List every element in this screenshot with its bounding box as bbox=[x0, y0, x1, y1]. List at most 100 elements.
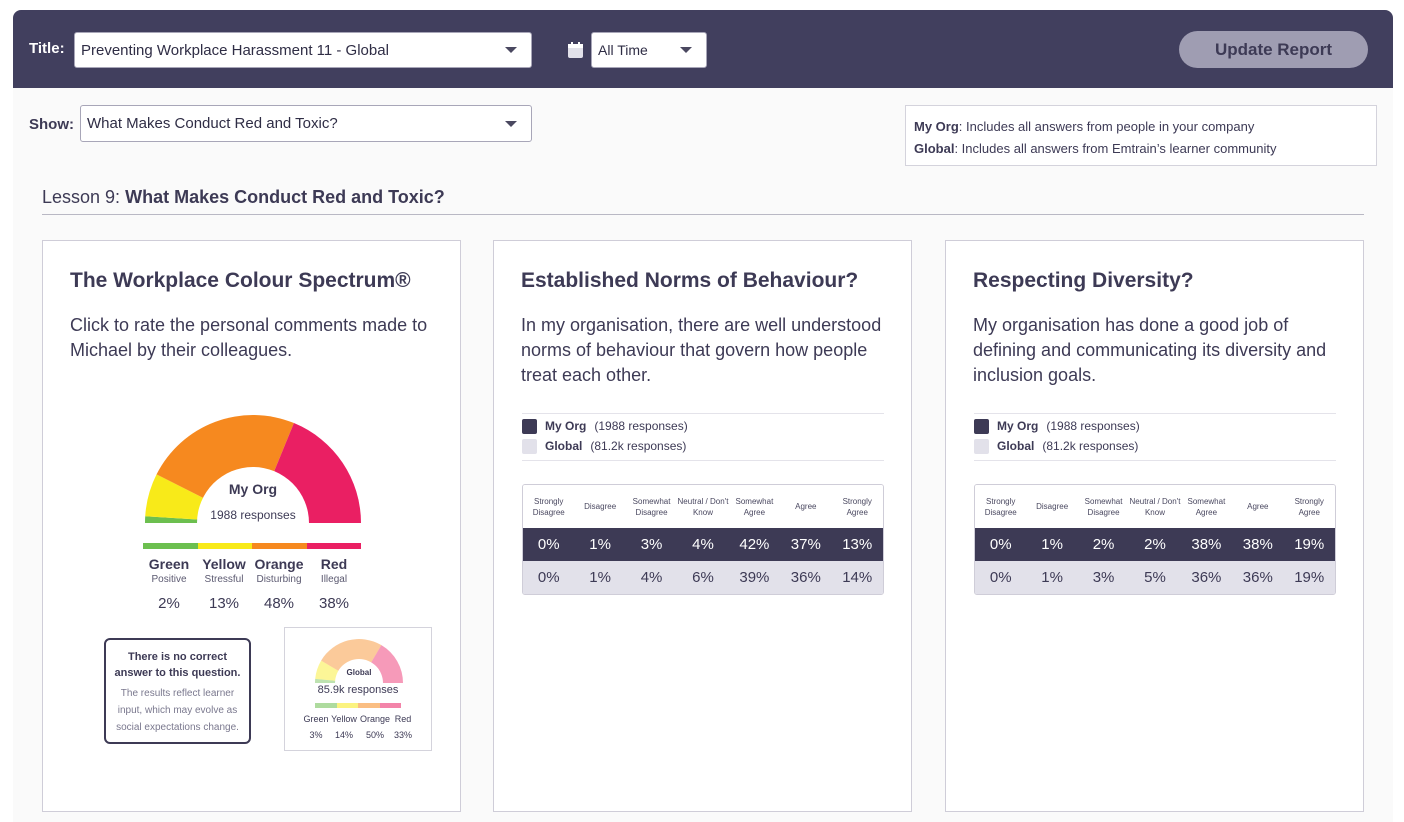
table-cell: 37% bbox=[790, 536, 821, 553]
column-header: Somewhat Agree bbox=[1187, 496, 1226, 517]
global-category-yellow: Yellow 14% bbox=[329, 714, 359, 740]
card-title: The Workplace Colour Spectrum® bbox=[70, 269, 411, 292]
lesson-prefix: Lesson 9: bbox=[42, 187, 121, 207]
legend-global-row: Global (81.2k responses) bbox=[522, 436, 884, 456]
legend-org-label: My Org bbox=[545, 419, 587, 433]
category-green: Green Positive 2% bbox=[139, 556, 199, 612]
category-name: Green bbox=[303, 714, 329, 724]
legend-org-text: : Includes all answers from people in yo… bbox=[958, 119, 1255, 134]
legend-org-row: My Org (1988 responses) bbox=[522, 416, 884, 436]
norms-card: Established Norms of Behaviour? In my or… bbox=[493, 240, 912, 812]
strip-orange bbox=[252, 543, 307, 549]
global-swatch bbox=[974, 438, 989, 454]
table-cell: 6% bbox=[692, 569, 714, 586]
response-legend: My Org (1988 responses) Global (81.2k re… bbox=[522, 413, 884, 461]
category-orange: Orange Disturbing 48% bbox=[249, 556, 309, 612]
column-header: Strongly Disagree bbox=[984, 496, 1017, 517]
category-name: Green bbox=[148, 556, 190, 572]
category-name: Yellow bbox=[331, 714, 357, 724]
category-name: Orange bbox=[359, 714, 391, 724]
category-sub: Disturbing bbox=[256, 574, 302, 585]
strip-red bbox=[379, 703, 401, 708]
card-description: My organisation has done a good job of d… bbox=[973, 315, 1327, 385]
gauge-hole bbox=[335, 659, 383, 687]
global-responses: 85.9k responses bbox=[317, 684, 399, 696]
legend-global-count: (81.2k responses) bbox=[1042, 439, 1139, 453]
table-cell: 0% bbox=[989, 536, 1012, 553]
table-cell: 36% bbox=[1242, 569, 1273, 586]
table-row-global: 0% 1% 3% 5% 36% 36% 19% bbox=[975, 561, 1335, 594]
table-cell: 1% bbox=[589, 569, 611, 586]
column-header: Neutral / Don't Know bbox=[1129, 496, 1181, 517]
strip-yellow bbox=[197, 543, 252, 549]
data-source-legend: My Org: Includes all answers from people… bbox=[905, 105, 1377, 166]
table-cell: 14% bbox=[842, 569, 873, 586]
category-pct: 33% bbox=[393, 730, 412, 740]
category-pct: 14% bbox=[334, 730, 353, 740]
no-correct-answer-note: There is no correct answer to this quest… bbox=[104, 638, 251, 744]
lesson-heading: Lesson 9: What Makes Conduct Red and Tox… bbox=[42, 187, 445, 208]
table-header: Strongly Disagree Disagree Somewhat Disa… bbox=[975, 485, 1335, 528]
show-select[interactable]: What Makes Conduct Red and Toxic? bbox=[80, 105, 532, 142]
global-category-green: Green 3% bbox=[303, 714, 329, 740]
global-spectrum-panel[interactable]: Global 85.9k responses Green 3% Yellow 1… bbox=[284, 627, 432, 751]
update-report-button[interactable]: Update Report bbox=[1179, 31, 1368, 68]
category-name: Yellow bbox=[202, 556, 246, 572]
table-cell: 0% bbox=[537, 536, 560, 553]
table-cell: 3% bbox=[640, 536, 663, 553]
card-description: In my organisation, there are well under… bbox=[521, 315, 882, 385]
table-row-my-org: 0% 1% 3% 4% 42% 37% 13% bbox=[523, 528, 883, 561]
category-pct: 3% bbox=[309, 730, 323, 740]
legend-org-count: (1988 responses) bbox=[1046, 419, 1140, 433]
column-header: Neutral / Don't Know bbox=[677, 496, 729, 517]
global-swatch bbox=[522, 438, 537, 454]
legend-org-count: (1988 responses) bbox=[594, 419, 688, 433]
global-category-red: Red 33% bbox=[391, 714, 415, 740]
category-yellow: Yellow Stressful 13% bbox=[194, 556, 254, 612]
org-spectrum-gauge[interactable]: My Org 1988 responses bbox=[142, 413, 364, 533]
category-name: Orange bbox=[254, 556, 304, 572]
table-cell: 2% bbox=[1092, 536, 1115, 553]
card-title: Respecting Diversity? bbox=[973, 269, 1194, 292]
strip-green bbox=[315, 703, 337, 708]
column-header: Strongly Agree bbox=[1294, 496, 1324, 517]
legend-global-label: Global bbox=[545, 439, 583, 453]
gauge-responses: 1988 responses bbox=[210, 508, 295, 522]
global-spectrum-gauge: Global bbox=[315, 639, 403, 687]
table-cell: 36% bbox=[1191, 569, 1222, 586]
table-cell: 13% bbox=[842, 536, 873, 553]
lesson-title: What Makes Conduct Red and Toxic? bbox=[125, 187, 445, 207]
date-range-select[interactable]: All Time bbox=[591, 32, 707, 68]
table-cell: 38% bbox=[1191, 536, 1222, 553]
card-description: Click to rate the personal comments made… bbox=[70, 315, 428, 360]
column-header: Strongly Disagree bbox=[532, 496, 565, 517]
title-select[interactable]: Preventing Workplace Harassment 11 - Glo… bbox=[74, 32, 532, 68]
date-range-value: All Time bbox=[598, 42, 648, 58]
gauge-label: My Org bbox=[229, 481, 277, 497]
category-pct: 13% bbox=[208, 595, 240, 612]
category-pct: 48% bbox=[263, 595, 295, 612]
column-header: Strongly Agree bbox=[842, 496, 872, 517]
strip-green bbox=[143, 543, 198, 549]
table-cell: 1% bbox=[1041, 536, 1063, 553]
table-cell: 38% bbox=[1242, 536, 1273, 553]
category-name: Red bbox=[320, 556, 348, 572]
column-header: Agree bbox=[1247, 502, 1269, 511]
legend-global-line: Global: Includes all answers from Emtrai… bbox=[914, 138, 1368, 160]
diversity-card: Respecting Diversity? My organisation ha… bbox=[945, 240, 1364, 812]
column-header: Disagree bbox=[1036, 502, 1069, 511]
legend-org-row: My Org (1988 responses) bbox=[974, 416, 1336, 436]
table-cell: 19% bbox=[1294, 536, 1325, 553]
column-header: Somewhat Agree bbox=[735, 496, 774, 517]
org-swatch bbox=[522, 418, 537, 434]
column-header: Somewhat Disagree bbox=[1084, 496, 1123, 517]
table-cell: 4% bbox=[692, 536, 714, 553]
lesson-divider bbox=[42, 214, 1364, 215]
show-label: Show: bbox=[29, 116, 74, 133]
calendar-icon bbox=[568, 42, 583, 58]
card-title: Established Norms of Behaviour? bbox=[521, 269, 859, 292]
response-legend: My Org (1988 responses) Global (81.2k re… bbox=[974, 413, 1336, 461]
table-row-global: 0% 1% 4% 6% 39% 36% 14% bbox=[523, 561, 883, 594]
table-cell: 1% bbox=[1041, 569, 1063, 586]
category-sub: Positive bbox=[151, 574, 187, 585]
